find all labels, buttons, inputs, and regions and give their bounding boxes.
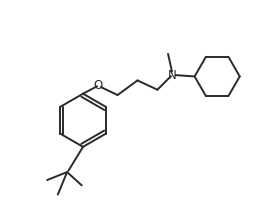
Text: O: O xyxy=(93,79,102,92)
Text: N: N xyxy=(168,69,176,82)
